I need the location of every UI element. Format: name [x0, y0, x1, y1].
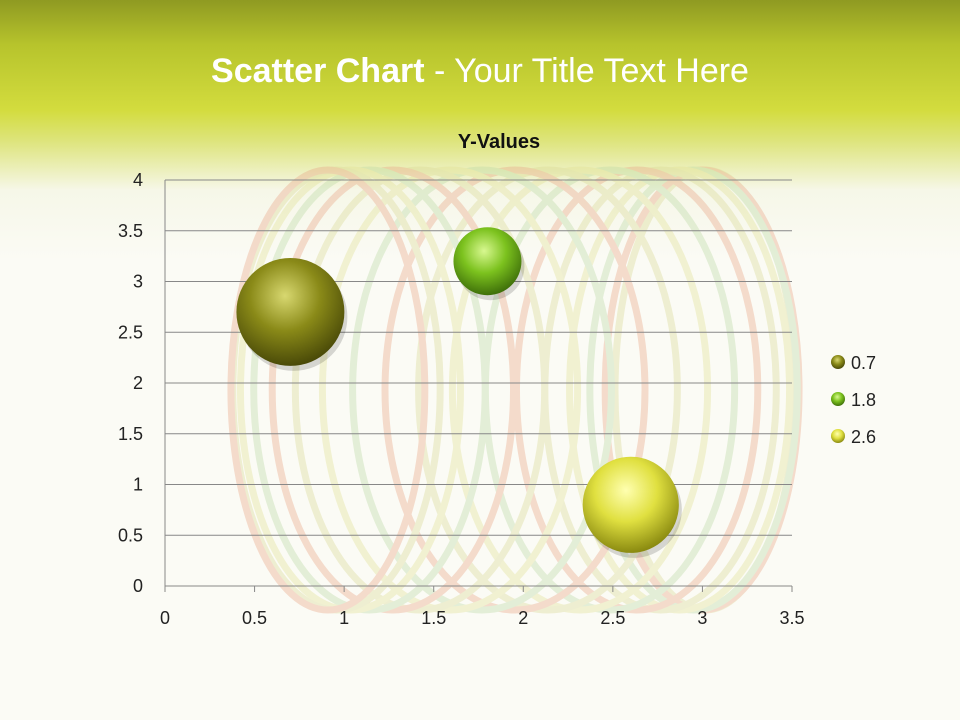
bubble-point: [453, 227, 522, 296]
legend-marker: [831, 355, 845, 369]
slinky-ring: [611, 166, 799, 614]
x-tick-label: 1: [339, 608, 349, 628]
y-tick-label: 4: [133, 170, 143, 190]
slinky-ring: [541, 166, 780, 614]
y-tick-label: 2: [133, 373, 143, 393]
y-tick-label: 3: [133, 272, 143, 292]
slide-title: Scatter Chart - Your Title Text Here: [0, 52, 960, 91]
legend-label: 0.7: [851, 353, 876, 373]
legend-marker: [831, 429, 845, 443]
slide-title-rest: - Your Title Text Here: [424, 52, 749, 90]
legend: 0.7 1.8 2.6: [831, 353, 876, 447]
y-tick-label: 1.5: [118, 424, 143, 444]
bubble-point: [236, 257, 345, 366]
slinky-ring: [349, 166, 615, 614]
y-tick-label: 2.5: [118, 322, 143, 342]
bubble-point: [582, 456, 679, 553]
y-tick-label: 1: [133, 475, 143, 495]
y-tick-label: 0.5: [118, 525, 143, 545]
slinky-ring: [268, 166, 518, 614]
y-tick-label: 0: [133, 576, 143, 596]
slide-title-bold: Scatter Chart: [211, 52, 425, 90]
slinky-ring: [229, 166, 444, 614]
x-tick-label: 3.5: [779, 608, 804, 628]
slinky-ring: [512, 166, 762, 614]
x-tick-label: 3: [697, 608, 707, 628]
x-tick-label: 0.5: [242, 608, 267, 628]
slinky-ring: [291, 166, 549, 614]
slinky-ring: [381, 166, 649, 614]
slinky-ring: [236, 166, 464, 614]
slinky-ring: [415, 166, 681, 614]
x-tick-label: 0: [160, 608, 170, 628]
slinky-ring: [601, 166, 803, 614]
slinky-ring: [250, 166, 489, 614]
x-tick-label: 1.5: [421, 608, 446, 628]
slinky-ring: [318, 166, 582, 614]
slinky-background-decoration: [227, 166, 803, 614]
legend-marker: [831, 392, 845, 406]
x-tick-label: 2: [518, 608, 528, 628]
x-tick-label: 2.5: [600, 608, 625, 628]
chart-title: Y-Values: [458, 131, 540, 153]
legend-label: 1.8: [851, 390, 876, 410]
slinky-ring: [566, 166, 794, 614]
slinky-ring: [481, 166, 739, 614]
slinky-ring: [586, 166, 801, 614]
slinky-ring: [227, 166, 429, 614]
y-tick-label: 3.5: [118, 221, 143, 241]
slinky-ring: [448, 166, 712, 614]
legend-label: 2.6: [851, 427, 876, 447]
